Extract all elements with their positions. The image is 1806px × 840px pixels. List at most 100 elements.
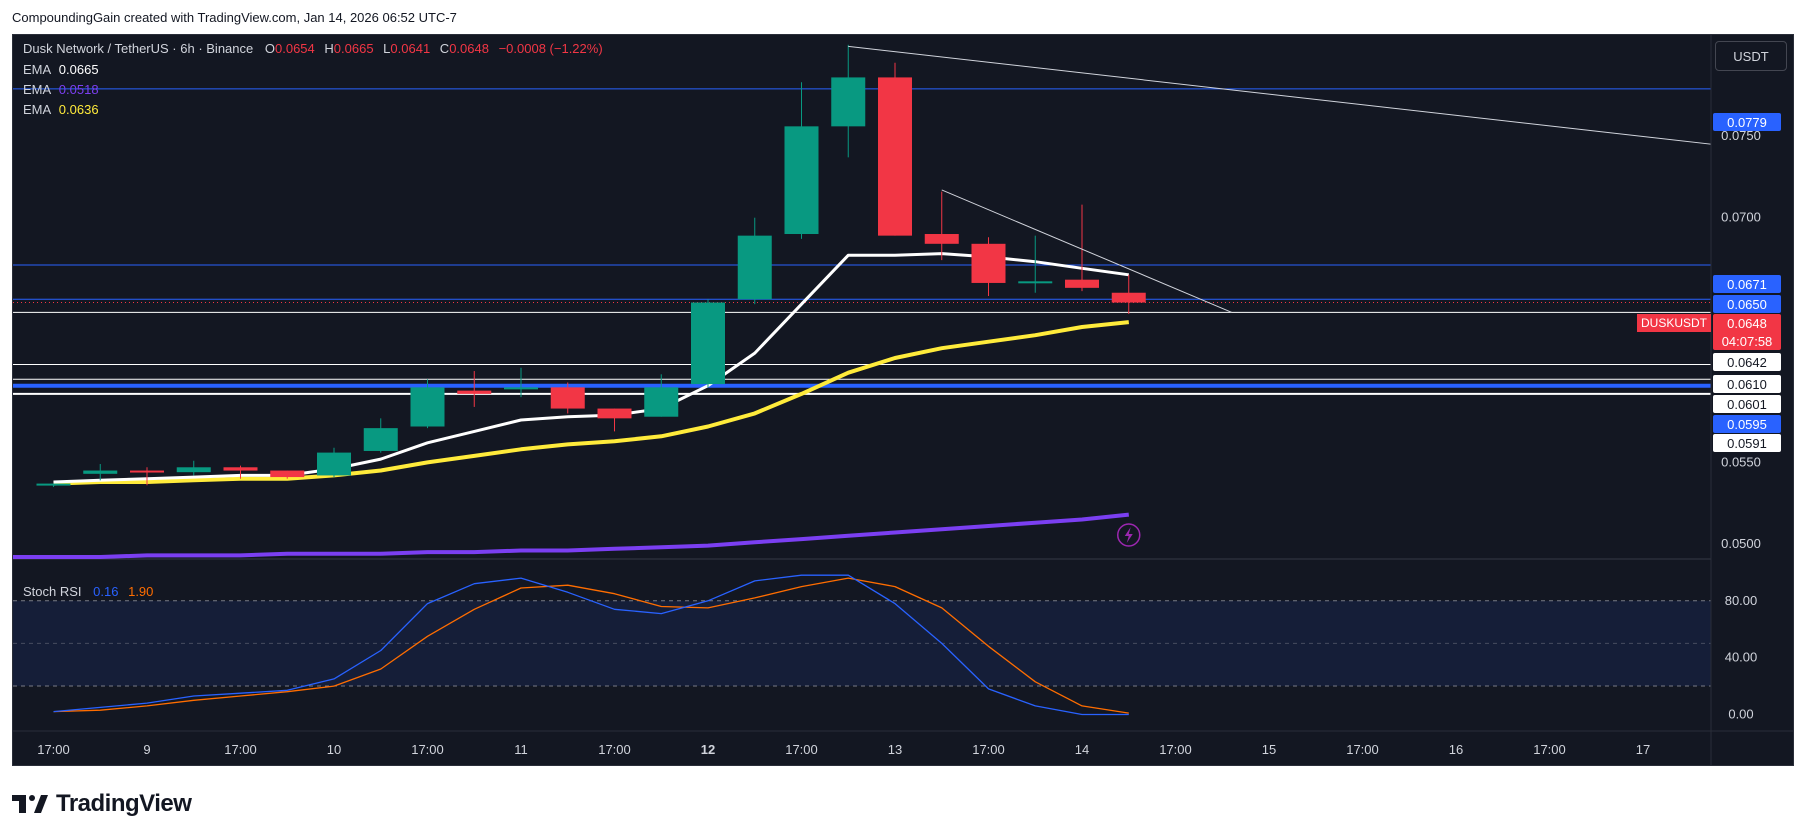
ema-legend-2[interactable]: EMA 0.0518 (23, 82, 99, 97)
stoch-rsi-legend[interactable]: Stoch RSI 0.16 1.90 (23, 584, 154, 599)
tradingview-logo-icon (12, 795, 48, 813)
currency-button[interactable]: USDT (1715, 41, 1787, 71)
candle-body (176, 467, 211, 473)
price-tag-label: 0.0779 (1727, 115, 1767, 130)
candle-body (1065, 279, 1099, 288)
price-tag-white (1713, 375, 1781, 393)
candle-body (130, 470, 164, 473)
candle-body (1111, 292, 1146, 303)
time-tick-label: 17:00 (411, 742, 444, 757)
ema-value-1: 0.0665 (58, 62, 99, 77)
candle-body (223, 467, 258, 471)
trendline (848, 45, 1756, 150)
time-tick-label: 12 (701, 742, 715, 757)
stoch-d-value: 1.90 (128, 584, 154, 599)
time-tick-label: 17:00 (224, 742, 257, 757)
stoch-d-line (53, 577, 1129, 714)
price-tag-label: 0.0642 (1727, 355, 1767, 370)
candle-body (737, 235, 772, 300)
ema-value-3: 0.0636 (58, 102, 99, 117)
price-tick-label: 0.0550 (1721, 454, 1761, 469)
price-tag-label: 0.0601 (1727, 397, 1767, 412)
ema-mid-line (53, 320, 1130, 486)
ema-slow-line (13, 512, 1130, 559)
price-tag-label: 0.0648 (1727, 316, 1767, 331)
candle-body (831, 77, 866, 127)
price-chart[interactable]: 0.08000.07500.07000.05500.05000.07790.06… (13, 35, 1793, 765)
symbol-tag-label: DUSKUSDT (1641, 316, 1708, 330)
candle-body (363, 428, 398, 451)
stoch-k-value: 0.16 (93, 584, 119, 599)
price-tick-label: 0.0750 (1721, 128, 1761, 143)
price-tag-label: 0.0610 (1727, 377, 1767, 392)
candle-body (317, 452, 351, 476)
candle-body (270, 470, 305, 478)
symbol-legend: Dusk Network / TetherUS · 6h · Binance O… (23, 41, 603, 56)
ema-legend-1[interactable]: EMA 0.0665 (23, 62, 99, 77)
symbol-title: Dusk Network / TetherUS · 6h · Binance (23, 41, 254, 56)
high-value: 0.0665 (333, 41, 374, 56)
candle-body (83, 470, 118, 474)
candle-body (597, 408, 632, 419)
candle-body (550, 387, 585, 409)
candle-body (36, 483, 71, 486)
price-tag-blue (1713, 275, 1781, 293)
chart-frame[interactable]: 0.08000.07500.07000.05500.05000.07790.06… (12, 34, 1794, 766)
time-tick-label: 17:00 (785, 742, 818, 757)
ema-legend-3[interactable]: EMA 0.0636 (23, 102, 99, 117)
price-tag-label: 0.0591 (1727, 436, 1767, 451)
time-tick-label: 13 (888, 742, 902, 757)
candle-body (784, 126, 819, 235)
symbol-tag (1637, 314, 1711, 332)
rsi-tick-label: 80.00 (1725, 593, 1758, 608)
candle-body (878, 77, 912, 236)
time-tick-label: 17:00 (972, 742, 1005, 757)
rsi-tick-label: 40.00 (1725, 650, 1758, 665)
price-tag-label: 0.0671 (1727, 277, 1767, 292)
tradingview-wordmark: TradingView (56, 790, 192, 817)
candle-body (691, 302, 725, 385)
time-tick-label: 17:00 (598, 742, 631, 757)
chart-attribution: CompoundingGain created with TradingView… (12, 10, 457, 25)
time-tick-label: 17:00 (1159, 742, 1192, 757)
candle-body (1018, 281, 1053, 284)
price-tag-white (1713, 434, 1781, 452)
time-tick-label: 10 (327, 742, 341, 757)
time-tick-label: 17 (1636, 742, 1650, 757)
time-tick-label: 11 (514, 742, 528, 757)
tradingview-logo[interactable]: TradingView (12, 790, 192, 818)
stoch-k-line (53, 574, 1129, 716)
countdown-label: 04:07:58 (1722, 334, 1773, 349)
price-tag-white (1713, 353, 1781, 371)
time-tick-label: 15 (1262, 742, 1276, 757)
price-tag-blue (1713, 295, 1781, 313)
time-tick-label: 16 (1449, 742, 1463, 757)
price-tag-blue (1713, 113, 1781, 131)
lightning-icon (1117, 523, 1141, 547)
lightning-bolt-icon (1124, 527, 1133, 543)
price-tag-label: 0.0650 (1727, 297, 1767, 312)
low-value: 0.0641 (390, 41, 431, 56)
candle-body (924, 234, 959, 244)
candle-body (644, 387, 679, 417)
price-tick-label: 0.0500 (1721, 536, 1761, 551)
time-tick-label: 14 (1075, 742, 1089, 757)
trendline (941, 189, 1232, 313)
change-value: −0.0008 (−1.22%) (498, 41, 603, 56)
open-value: 0.0654 (275, 41, 315, 56)
ema-value-2: 0.0518 (58, 82, 99, 97)
candle-body (457, 390, 492, 394)
ema-fast-line (53, 252, 1130, 484)
time-tick-label: 17:00 (1533, 742, 1566, 757)
price-tick-label: 0.0700 (1721, 210, 1761, 225)
price-tag-red (1713, 314, 1781, 350)
rsi-tick-label: 0.00 (1728, 706, 1753, 721)
price-tag-blue (1713, 415, 1781, 433)
time-tick-label: 17:00 (1346, 742, 1379, 757)
time-tick-label: 17:00 (37, 742, 70, 757)
time-tick-label: 9 (143, 742, 150, 757)
close-value: 0.0648 (449, 41, 489, 56)
candle-body (410, 387, 445, 427)
candle-body (971, 243, 1006, 283)
candle-body (504, 387, 538, 390)
